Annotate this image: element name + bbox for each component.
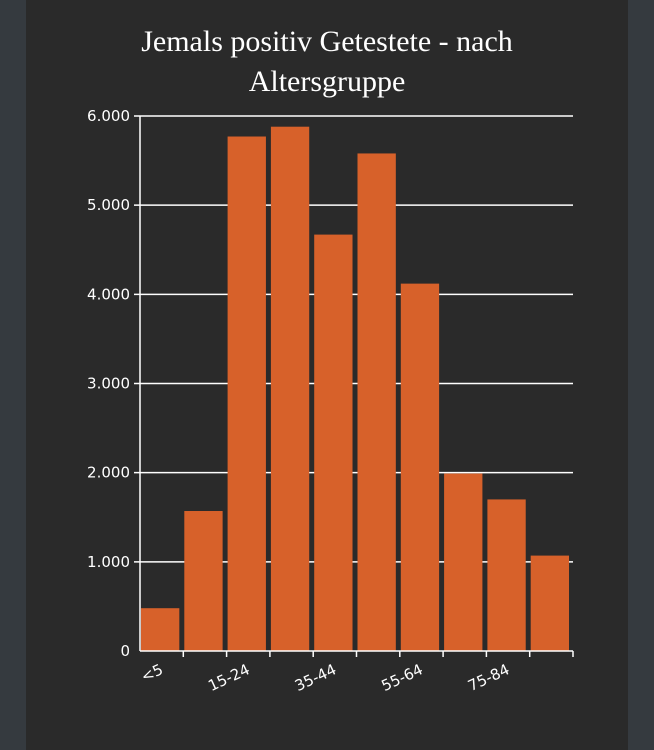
y-axis: 0 1.000 2.000 3.000 4.000 5.000 6.000 (87, 107, 141, 660)
y-tick-label: 5.000 (87, 196, 130, 214)
y-tick-label: 3.000 (87, 375, 130, 393)
y-tick-label: 1.000 (87, 553, 130, 571)
y-tick-label: 4.000 (87, 285, 130, 303)
bars (141, 126, 570, 652)
bar (141, 608, 180, 651)
chart-title-line-2: Altersgruppe (248, 65, 406, 98)
x-tick-label: 75-84 (465, 660, 512, 695)
y-tick-label: 6.000 (87, 107, 130, 125)
x-tick-label: 15-24 (205, 660, 252, 695)
bar (227, 136, 266, 652)
x-tick-label: 55-64 (379, 660, 426, 695)
bar (357, 153, 396, 651)
bar (184, 511, 223, 651)
x-tick-label: <5 (138, 660, 166, 686)
chart-title-line-1: Jemals positiv Getestete - nach (141, 25, 513, 58)
bar (444, 473, 483, 651)
x-axis: <5 15-24 35-44 55-64 75-84 (138, 650, 574, 695)
x-tick-label: 35-44 (292, 660, 339, 695)
chart-title: Jemals positiv Getestete - nach Altersgr… (26, 22, 628, 102)
bar (530, 555, 570, 651)
bar (314, 234, 353, 651)
bar (487, 499, 526, 651)
y-tick-label: 2.000 (87, 464, 130, 482)
bar (400, 283, 440, 651)
y-tick-label: 0 (120, 642, 130, 660)
bar (270, 126, 310, 651)
chart-panel: Jemals positiv Getestete - nach Altersgr… (26, 0, 628, 750)
grid-lines (134, 115, 573, 563)
bar-chart: 0 1.000 2.000 3.000 4.000 5.000 6.000 <5 15-24 3… (87, 107, 574, 695)
